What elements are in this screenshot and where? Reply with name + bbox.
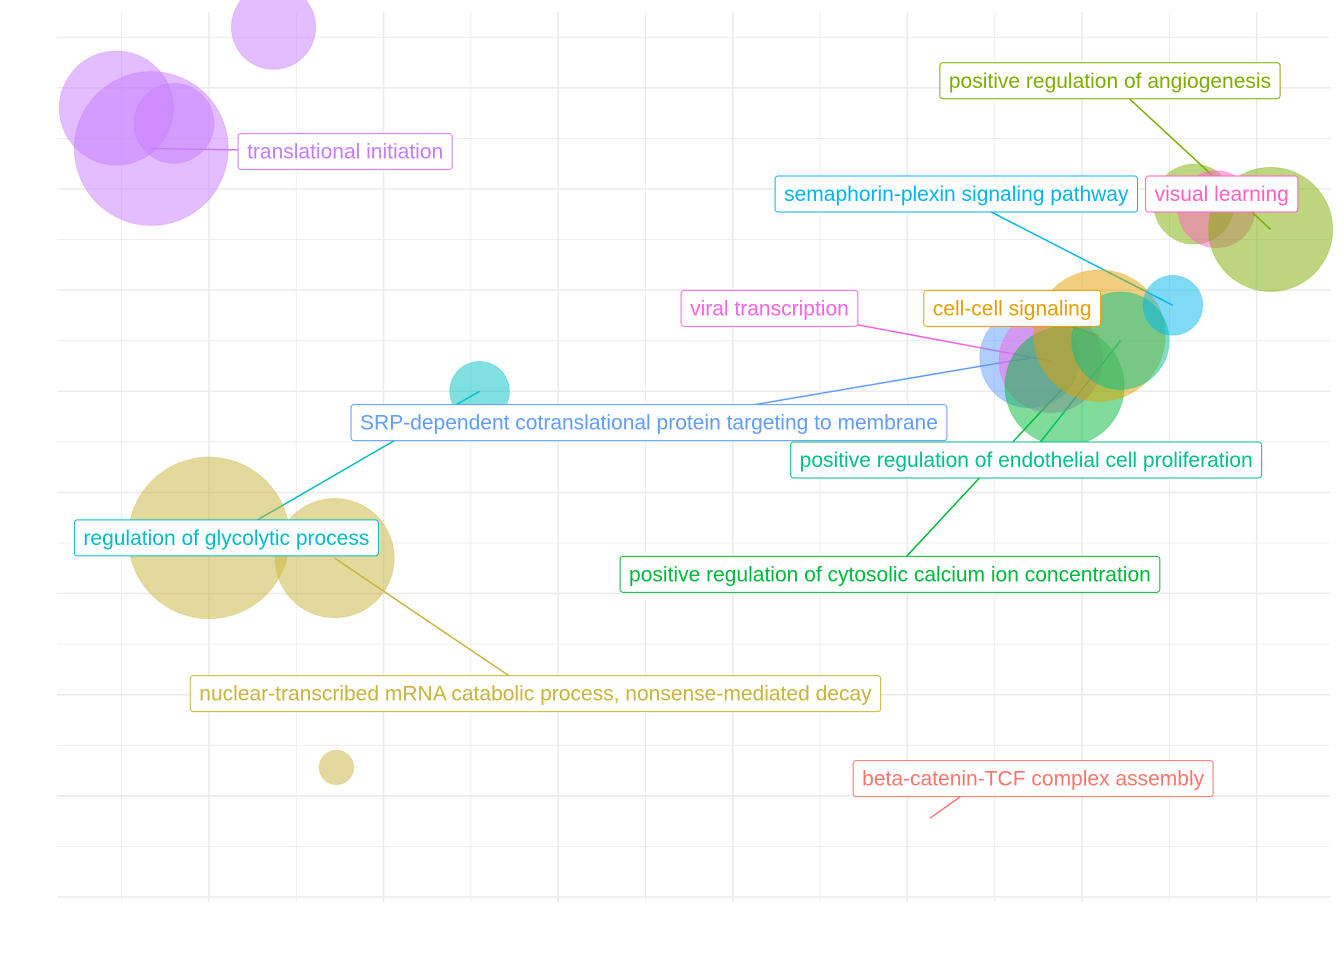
term-label-box xyxy=(1145,175,1299,213)
term-label-box xyxy=(189,675,882,713)
term-label-box xyxy=(774,175,1138,213)
term-label: SRP-dependent cotranslational protein ta… xyxy=(350,404,948,442)
term-label-box xyxy=(619,555,1161,593)
term-label-text: nuclear-transcribed mRNA catabolic proce… xyxy=(199,683,872,706)
term-label-text: semaphorin-plexin signaling pathway xyxy=(784,183,1129,206)
term-label-box xyxy=(237,133,453,171)
term-label: cell-cell signaling xyxy=(923,289,1102,327)
term-label-box xyxy=(939,62,1281,100)
term-label-box xyxy=(790,441,1263,479)
term-label: viral transcription xyxy=(680,289,859,327)
bubbles xyxy=(58,0,1334,786)
term-label-text: positive regulation of endothelial cell … xyxy=(800,449,1253,472)
bubble-point xyxy=(318,749,355,786)
term-label-text: regulation of glycolytic process xyxy=(83,527,369,550)
term-label-text: beta-catenin-TCF complex assembly xyxy=(862,768,1204,791)
term-label: beta-catenin-TCF complex assembly xyxy=(852,760,1214,798)
term-label: nuclear-transcribed mRNA catabolic proce… xyxy=(189,675,882,713)
term-label-text: cell-cell signaling xyxy=(933,297,1092,320)
bubble-point xyxy=(133,82,215,164)
term-label-text: visual learning xyxy=(1155,183,1289,206)
term-label-box xyxy=(852,760,1214,798)
term-label: positive regulation of cytosolic calcium… xyxy=(619,555,1161,593)
term-label: positive regulation of endothelial cell … xyxy=(790,441,1263,479)
term-label-text: translational initiation xyxy=(247,141,443,164)
term-label-text: SRP-dependent cotranslational protein ta… xyxy=(360,412,938,435)
term-label: visual learning xyxy=(1145,175,1299,213)
term-label: positive regulation of angiogenesis xyxy=(939,62,1281,100)
term-label: regulation of glycolytic process xyxy=(73,519,379,557)
term-label-text: viral transcription xyxy=(690,297,849,320)
term-labels: translational initiation positive regulat… xyxy=(73,62,1299,798)
term-label: translational initiation xyxy=(237,133,453,171)
term-label-box xyxy=(350,404,948,442)
term-label-box xyxy=(680,289,859,327)
term-label-text: positive regulation of angiogenesis xyxy=(949,70,1271,93)
term-label-text: positive regulation of cytosolic calcium… xyxy=(629,563,1151,586)
bubble-point xyxy=(230,0,317,70)
term-label: semaphorin-plexin signaling pathway xyxy=(774,175,1138,213)
term-label-box xyxy=(73,519,379,557)
bubble-point xyxy=(274,497,395,619)
term-label-box xyxy=(923,289,1102,327)
bubble-point xyxy=(1142,274,1204,336)
